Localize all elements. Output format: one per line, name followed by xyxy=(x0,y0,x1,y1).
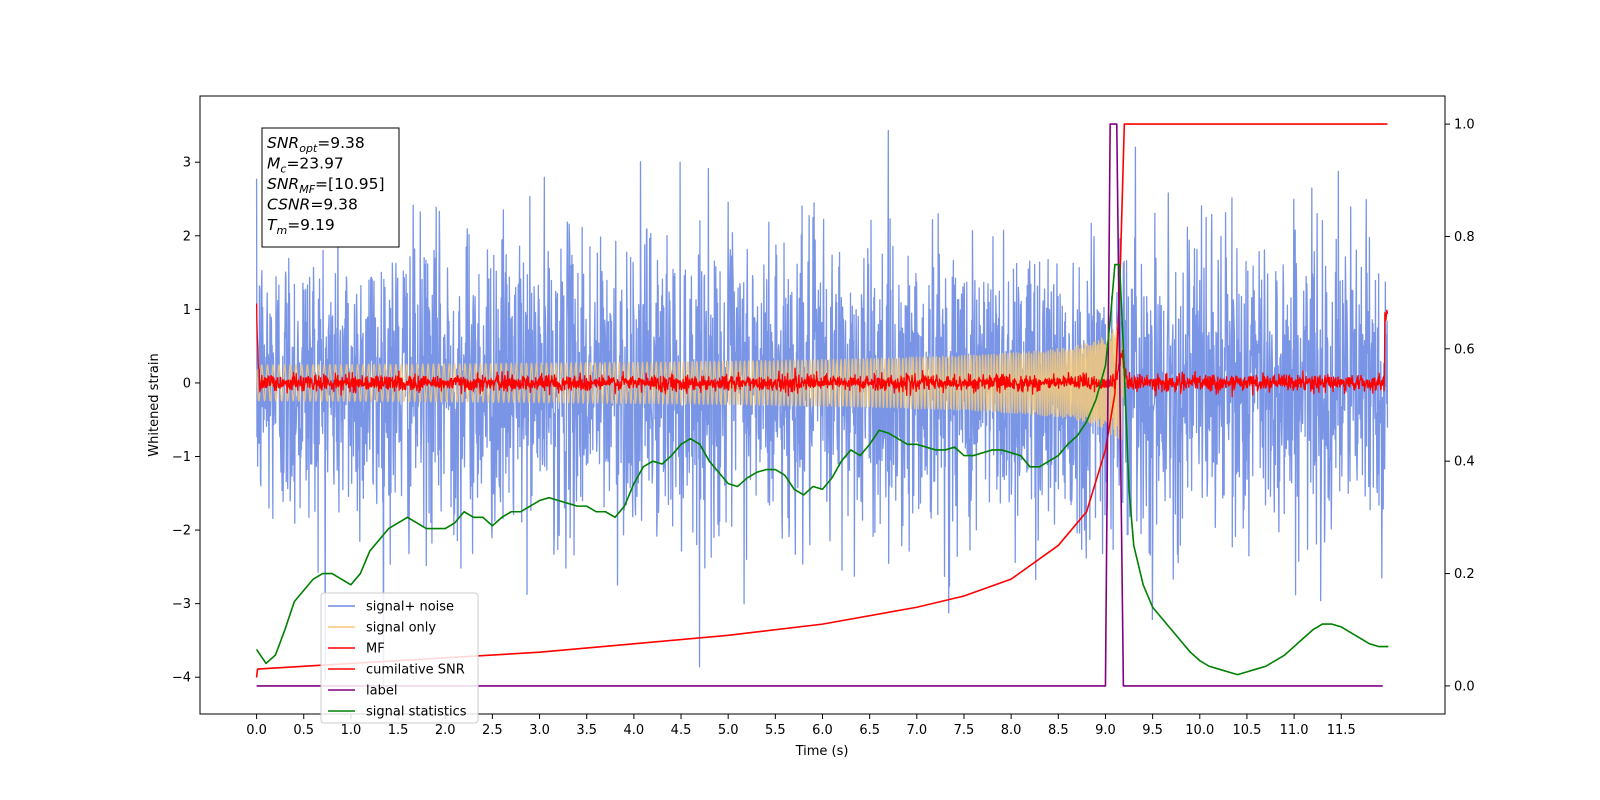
legend-frame xyxy=(320,592,479,724)
info-box-line: Mc=23.97 xyxy=(267,155,344,176)
y-tick-label: 1 xyxy=(183,303,191,318)
x-tick-label: 3.0 xyxy=(529,723,550,738)
legend-entry: label xyxy=(366,684,397,699)
right-y-tick-label: 0.6 xyxy=(1454,342,1475,357)
y-tick-label: −4 xyxy=(172,671,191,686)
y-tick-label: 0 xyxy=(183,376,191,391)
info-box-frame xyxy=(261,127,400,248)
x-tick-label: 3.5 xyxy=(576,723,597,738)
x-tick-label: 10.5 xyxy=(1232,723,1261,738)
right-y-tick-label: 0.2 xyxy=(1454,567,1475,582)
info-box-line: SNRMF=[10.95] xyxy=(267,175,385,196)
info-box-line: CSNR=9.38 xyxy=(267,196,358,214)
x-tick-label: 9.5 xyxy=(1142,723,1163,738)
plot-frame xyxy=(199,95,1446,715)
mf-line xyxy=(255,303,1389,398)
legend: signal+ noise signal only MF cumilative SNR… xyxy=(320,592,479,724)
x-tick-label: 7.0 xyxy=(906,723,927,738)
x-tick-label: 2.5 xyxy=(482,723,503,738)
y-tick-label: −3 xyxy=(172,597,191,612)
x-tick-label: 4.0 xyxy=(624,723,645,738)
legend-entry: signal only xyxy=(366,621,436,636)
x-tick-label: 2.0 xyxy=(435,723,456,738)
right-y-tick-label: 0.0 xyxy=(1454,679,1475,694)
info-box-line: SNRopt=9.38 xyxy=(267,134,365,155)
signal-statistics-line xyxy=(255,263,1389,676)
legend-entry: cumilative SNR xyxy=(366,663,465,678)
x-tick-label: 0.5 xyxy=(293,723,314,738)
signal-noise-line xyxy=(255,129,1389,686)
tick-labels: 0.0 0.5 1.0 1.5 2.0 2.5 3.0 3.5 4.0 4.5 5.0 5.5 6.0 6… xyxy=(172,118,1475,738)
plot-series xyxy=(255,123,1389,687)
x-tick-label: 5.0 xyxy=(718,723,739,738)
legend-entry: signal+ noise xyxy=(366,600,454,615)
x-tick-label: 1.5 xyxy=(388,723,409,738)
x-axis-label: Time (s) xyxy=(795,744,849,759)
x-tick-label: 6.5 xyxy=(859,723,880,738)
y-tick-label: −2 xyxy=(172,524,191,539)
x-tick-label: 0.0 xyxy=(246,723,267,738)
x-tick-label: 11.5 xyxy=(1327,723,1356,738)
x-tick-label: 8.5 xyxy=(1048,723,1069,738)
x-tick-label: 8.0 xyxy=(1001,723,1022,738)
y-axis-label: Whitened strain xyxy=(147,353,162,456)
right-y-tick-label: 1.0 xyxy=(1454,118,1475,133)
x-tick-label: 9.0 xyxy=(1095,723,1116,738)
x-tick-label: 7.5 xyxy=(954,723,975,738)
x-tick-label: 10.0 xyxy=(1185,723,1214,738)
right-y-tick-label: 0.8 xyxy=(1454,230,1475,245)
y-tick-label: −1 xyxy=(172,450,191,465)
x-tick-label: 1.0 xyxy=(341,723,362,738)
x-tick-label: 6.0 xyxy=(812,723,833,738)
x-tick-label: 11.0 xyxy=(1280,723,1309,738)
x-tick-label: 5.5 xyxy=(765,723,786,738)
info-box-line: Tm=9.19 xyxy=(267,216,335,237)
legend-entry: signal statistics xyxy=(366,705,467,720)
y-tick-label: 3 xyxy=(183,156,191,171)
legend-entry: MF xyxy=(366,642,385,657)
y-tick-label: 2 xyxy=(183,229,191,244)
right-y-tick-label: 0.4 xyxy=(1454,455,1475,470)
label-line xyxy=(256,123,1383,687)
x-tick-label: 4.5 xyxy=(671,723,692,738)
info-box: SNRopt=9.38Mc=23.97SNRMF=[10.95]CSNR=9.3… xyxy=(261,127,400,248)
